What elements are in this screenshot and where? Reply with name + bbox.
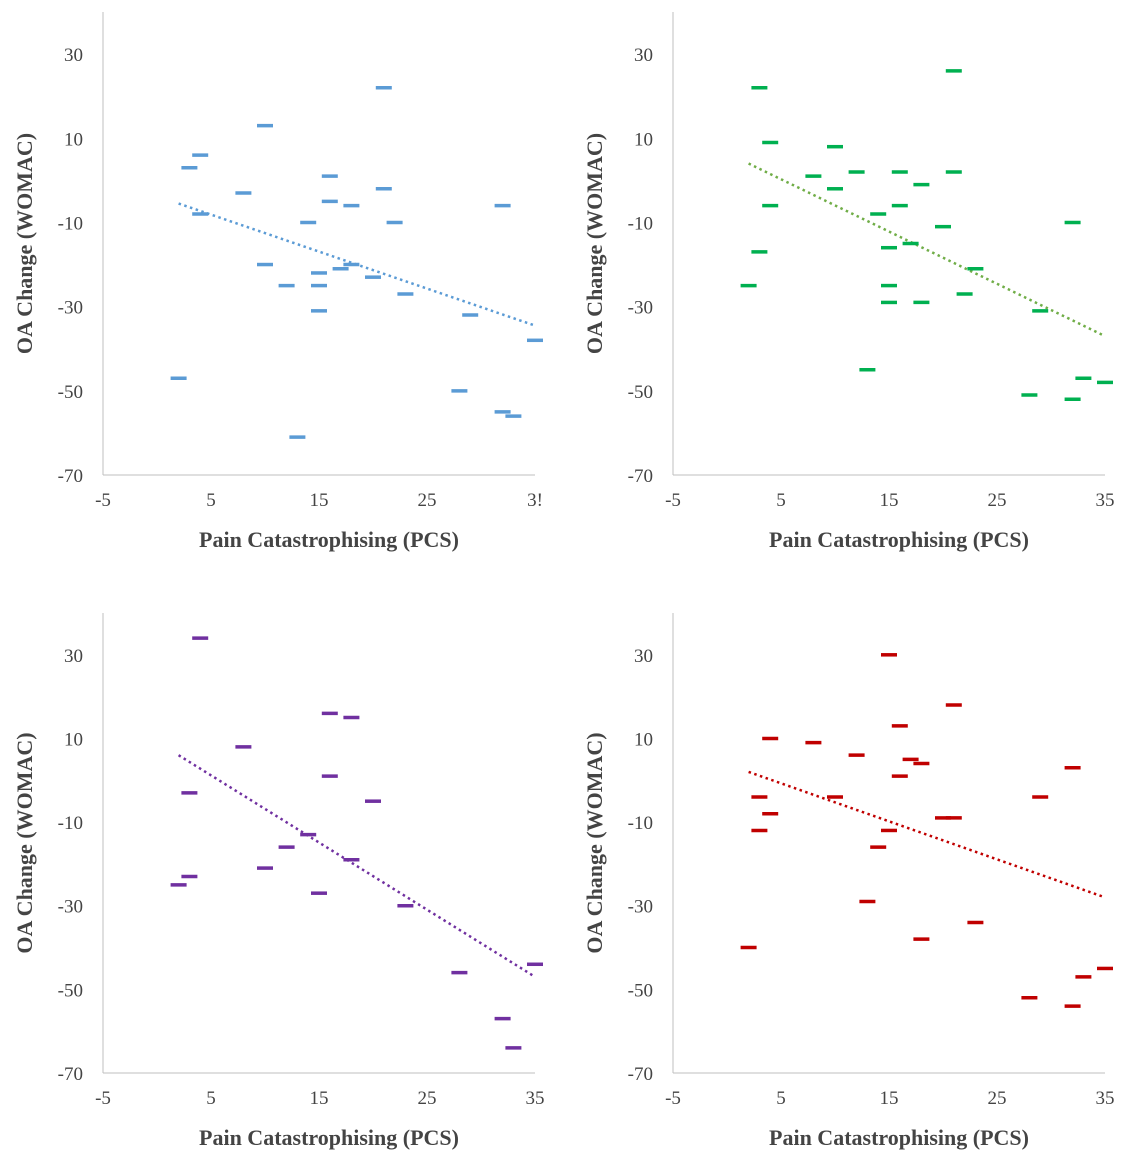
scatter-chart: 30 10 -10 -30 -50 -70 -5 5 15 25 3! Pain Catastroph… bbox=[12, 12, 543, 552]
y-tick-label: -30 bbox=[58, 298, 83, 319]
y-tick-label: -70 bbox=[58, 466, 83, 487]
y-tick-label: -30 bbox=[628, 298, 653, 319]
scatter-chart: 30 10 -10 -30 -50 -70 -5 5 15 25 35 Pain Catastroph… bbox=[582, 12, 1115, 552]
x-tick-label: 15 bbox=[880, 490, 899, 511]
y-axis-title: OA Change (WOMAC) bbox=[582, 133, 607, 354]
scatter-chart: 30 10 -10 -30 -50 -70 -5 5 15 25 35 Pain Catastroph… bbox=[12, 613, 545, 1150]
trendline bbox=[748, 770, 1106, 899]
x-tick-label: -5 bbox=[665, 490, 681, 511]
x-axis-title: Pain Catastrophising (PCS) bbox=[769, 1125, 1029, 1150]
x-tick-label: 15 bbox=[310, 490, 329, 511]
y-tick-label: -10 bbox=[58, 813, 83, 834]
y-tick-label: 10 bbox=[64, 729, 83, 750]
y-axis-title: OA Change (WOMAC) bbox=[12, 133, 37, 354]
y-tick-label: 30 bbox=[634, 45, 653, 66]
y-tick-label: 10 bbox=[634, 729, 653, 750]
y-tick-label: -70 bbox=[628, 466, 653, 487]
y-axis-title: OA Change (WOMAC) bbox=[582, 732, 607, 953]
x-tick-label: -5 bbox=[95, 490, 111, 511]
chart-panel-bottom-right: 30 10 -10 -30 -50 -70 -5 5 15 25 35 Pain Catastroph… bbox=[570, 598, 1125, 1154]
y-tick-label: -70 bbox=[58, 1064, 83, 1085]
y-tick-label: -10 bbox=[628, 213, 653, 234]
x-tick-label: 25 bbox=[988, 490, 1007, 511]
y-tick-label: -70 bbox=[628, 1064, 653, 1085]
y-tick-label: 10 bbox=[64, 129, 83, 150]
y-tick-label: -50 bbox=[58, 382, 83, 403]
x-tick-label: 3! bbox=[527, 490, 543, 511]
y-tick-label: 30 bbox=[64, 45, 83, 66]
y-tick-label: -30 bbox=[58, 897, 83, 918]
x-axis-title: Pain Catastrophising (PCS) bbox=[199, 1125, 459, 1150]
y-tick-label: -10 bbox=[628, 813, 653, 834]
trendline bbox=[748, 162, 1106, 338]
x-tick-label: -5 bbox=[665, 1088, 681, 1109]
x-tick-label: 5 bbox=[776, 490, 786, 511]
x-tick-label: -5 bbox=[95, 1088, 111, 1109]
x-tick-label: 35 bbox=[1096, 490, 1115, 511]
y-tick-label: 30 bbox=[634, 646, 653, 667]
x-tick-label: 5 bbox=[206, 490, 216, 511]
y-tick-label: 30 bbox=[64, 646, 83, 667]
x-tick-label: 15 bbox=[880, 1088, 899, 1109]
x-tick-label: 25 bbox=[418, 1088, 437, 1109]
x-tick-label: 35 bbox=[1096, 1088, 1115, 1109]
y-tick-label: -30 bbox=[628, 897, 653, 918]
y-tick-label: -50 bbox=[628, 980, 653, 1001]
trendline bbox=[177, 754, 536, 978]
y-tick-label: -50 bbox=[58, 980, 83, 1001]
chart-panel-top-left: 30 10 -10 -30 -50 -70 -5 5 15 25 3! Pain Catastroph… bbox=[0, 0, 560, 577]
y-tick-label: -50 bbox=[628, 382, 653, 403]
y-axis-title: OA Change (WOMAC) bbox=[12, 732, 37, 953]
chart-panel-bottom-left: 30 10 -10 -30 -50 -70 -5 5 15 25 35 Pain Catastroph… bbox=[0, 598, 560, 1154]
x-axis-title: Pain Catastrophising (PCS) bbox=[769, 527, 1029, 552]
x-tick-label: 15 bbox=[310, 1088, 329, 1109]
chart-panel-top-right: 30 10 -10 -30 -50 -70 -5 5 15 25 35 Pain Catastroph… bbox=[570, 0, 1125, 577]
y-tick-label: 10 bbox=[634, 129, 653, 150]
x-tick-label: 5 bbox=[776, 1088, 786, 1109]
x-tick-label: 35 bbox=[526, 1088, 545, 1109]
x-tick-label: 5 bbox=[206, 1088, 216, 1109]
x-tick-label: 25 bbox=[418, 490, 437, 511]
scatter-chart: 30 10 -10 -30 -50 -70 -5 5 15 25 35 Pain Catastroph… bbox=[582, 613, 1115, 1150]
y-tick-label: -10 bbox=[58, 213, 83, 234]
x-axis-title: Pain Catastrophising (PCS) bbox=[199, 527, 459, 552]
x-tick-label: 25 bbox=[988, 1088, 1007, 1109]
